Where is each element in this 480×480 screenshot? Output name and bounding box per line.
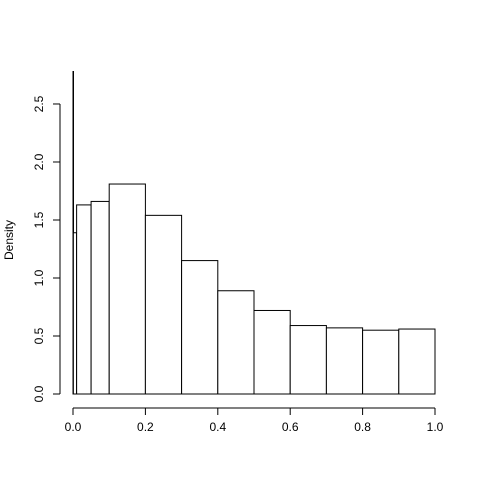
bar [181, 260, 219, 395]
x-tick-label: 0.6 [282, 420, 299, 434]
y-tick-label: 1.5 [32, 211, 46, 228]
y-tick-label: 2.5 [32, 95, 46, 112]
bar [90, 200, 110, 395]
bar [325, 327, 364, 395]
x-tick-label: 0.0 [65, 420, 82, 434]
x-tick-label: 0.8 [354, 420, 371, 434]
y-tick-label: 0.0 [32, 385, 46, 402]
bar [217, 290, 255, 395]
y-tick-label: 1.0 [32, 269, 46, 286]
bar [362, 329, 400, 395]
bar [253, 309, 291, 395]
x-tick-label: 0.4 [209, 420, 226, 434]
y-tick-label: 0.5 [32, 327, 46, 344]
bar [398, 328, 436, 395]
x-tick-label: 1.0 [427, 420, 444, 434]
bar [76, 204, 92, 395]
y-axis-label: Density [2, 220, 16, 260]
bar [289, 325, 327, 395]
y-tick-label: 2.0 [32, 153, 46, 170]
bar [108, 183, 146, 395]
x-tick-label: 0.2 [137, 420, 154, 434]
bar [144, 214, 183, 395]
